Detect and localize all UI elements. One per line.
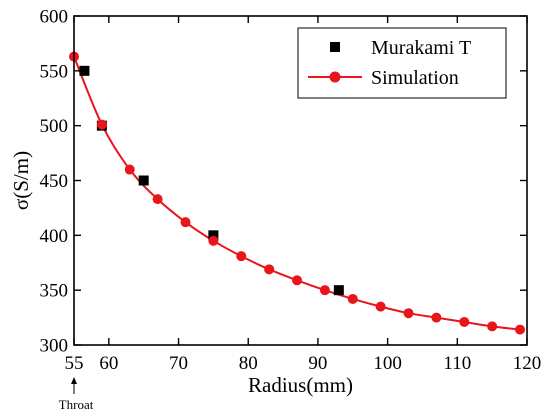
y-tick-label: 350: [40, 281, 69, 302]
simulation-point: [152, 194, 163, 205]
simulation-point: [236, 251, 247, 262]
y-tick-label: 450: [40, 171, 69, 192]
simulation-point: [124, 164, 135, 175]
simulation-point: [208, 235, 219, 246]
legend-marker-murakami: [330, 42, 340, 52]
y-tick-label: 300: [40, 336, 69, 357]
x-tick-label: 60: [99, 353, 118, 374]
legend-box: [297, 27, 507, 99]
simulation-point: [403, 308, 414, 319]
simulation-point: [375, 301, 386, 312]
simulation-point: [431, 312, 442, 323]
throat-label: Throat: [59, 397, 94, 412]
legend-marker-simulation: [329, 71, 341, 83]
x-axis-title: Radius(mm): [248, 373, 353, 397]
murakami-point: [138, 175, 149, 186]
murakami-point: [333, 285, 344, 296]
simulation-point: [96, 119, 107, 130]
simulation-point: [264, 264, 275, 275]
murakami-point: [79, 65, 90, 76]
x-tick-label: 80: [239, 353, 258, 374]
simulation-point: [292, 275, 303, 286]
simulation-point: [515, 324, 526, 335]
simulation-point: [347, 293, 358, 304]
x-tick-label: 110: [443, 353, 471, 374]
legend-label-murakami: Murakami T: [371, 37, 471, 59]
simulation-point: [319, 285, 330, 296]
tick-layer: 55 60 70 80 90 100 110 120 300 350 400 450 500 550 600: [40, 7, 542, 375]
throat-arrow-head: [71, 377, 77, 384]
legend: Murakami T Simulation: [297, 27, 507, 99]
y-axis-title: σ(S/m): [9, 151, 33, 210]
y-tick-label: 400: [40, 226, 69, 247]
x-tick-label: 100: [373, 353, 402, 374]
y-tick-label: 600: [40, 7, 69, 28]
simulation-point: [180, 217, 191, 228]
y-tick-label: 500: [40, 116, 69, 137]
marker-layer: [69, 51, 526, 335]
x-tick-label: 120: [513, 353, 542, 374]
simulation-point: [459, 316, 470, 327]
throat-annotation: Throat: [59, 377, 94, 412]
x-tick-label: 90: [308, 353, 327, 374]
murakami-point: [208, 230, 219, 241]
y-tick-label: 550: [40, 61, 69, 82]
x-tick-label: 55: [65, 353, 84, 374]
x-tick-label: 70: [169, 353, 188, 374]
legend-label-simulation: Simulation: [371, 67, 459, 89]
simulation-point: [487, 321, 498, 332]
